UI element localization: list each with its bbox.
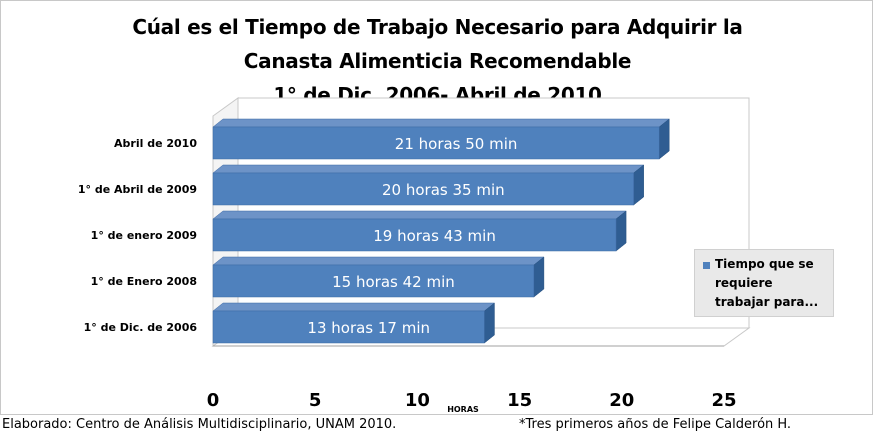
x-axis-label: HORAS	[447, 405, 479, 414]
y-category-label: 1° de Enero 2008	[91, 275, 197, 288]
bar-top-face	[212, 302, 496, 312]
bar-top-face	[212, 118, 670, 128]
bar-top-face	[212, 256, 545, 266]
bar-top-face	[212, 210, 627, 220]
legend: Tiempo que se requiere trabajar para...	[694, 249, 834, 317]
y-category-label: 1° de enero 2009	[91, 229, 197, 242]
bar	[212, 126, 660, 160]
x-tick-label: 20	[609, 390, 634, 411]
y-category-label: Abril de 2010	[114, 137, 197, 150]
bar-data-label: 19 horas 43 min	[373, 227, 496, 245]
x-tick-label: 10	[405, 390, 430, 411]
legend-swatch	[703, 262, 710, 269]
chart-area: Cúal es el Tiempo de Trabajo Necesario p…	[0, 0, 873, 415]
chart-title-line-2: Canasta Alimenticia Recomendable	[243, 49, 632, 73]
legend-label: Tiempo que se requiere trabajar para...	[715, 257, 819, 309]
bar-chart: 0 5 10 15 20 25 HORAS 13 horas 17 min 1° de Dic.…	[78, 97, 751, 414]
footer-source: Elaborado: Centro de Análisis Multidisci…	[2, 417, 397, 432]
y-category-label: 1° de Abril de 2009	[78, 183, 197, 196]
x-tick-label: 15	[507, 390, 532, 411]
bar	[212, 218, 617, 252]
bar	[212, 172, 634, 206]
x-tick-label: 5	[309, 390, 322, 411]
y-category-label: 1° de Dic. de 2006	[84, 321, 198, 334]
bar-top-face	[212, 164, 645, 174]
chart-title-line-1: Cúal es el Tiempo de Trabajo Necesario p…	[132, 15, 743, 39]
x-tick-label: 0	[207, 390, 220, 411]
footer-note: *Tres primeros años de Felipe Calderón H…	[519, 417, 792, 432]
bar-data-label: 13 horas 17 min	[307, 319, 430, 337]
x-tick-label: 25	[711, 390, 736, 411]
bar-data-label: 21 horas 50 min	[395, 135, 518, 153]
bar-data-label: 20 horas 35 min	[382, 181, 505, 199]
bar	[212, 310, 485, 344]
bar-data-label: 15 horas 42 min	[332, 273, 455, 291]
bar	[212, 264, 535, 298]
